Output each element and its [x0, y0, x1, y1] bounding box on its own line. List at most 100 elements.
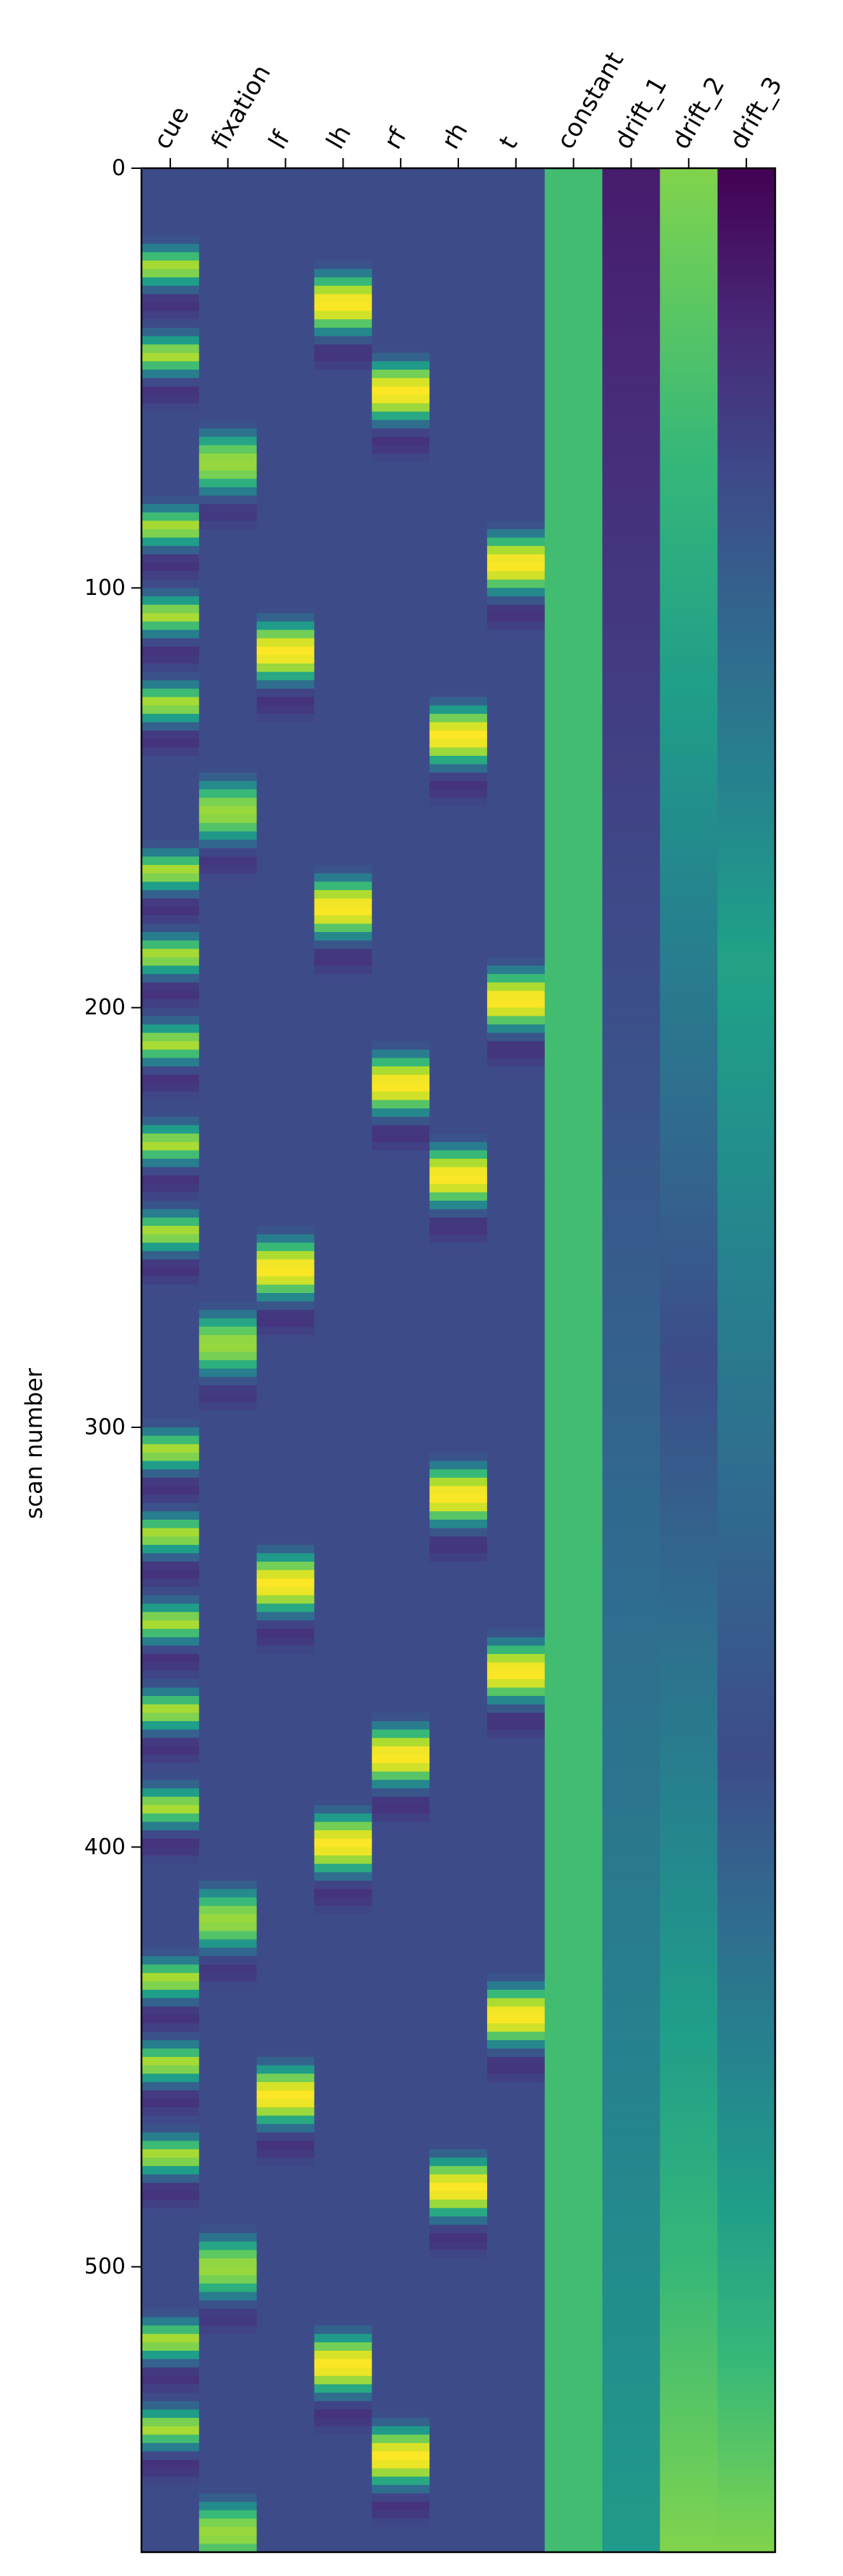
heatmap-cell	[256, 1276, 315, 1285]
heatmap-cell	[141, 991, 200, 1000]
heatmap-cell	[372, 2132, 430, 2141]
heatmap-cell	[717, 915, 776, 925]
heatmap-cell	[602, 1754, 660, 1764]
heatmap-cell	[486, 2393, 546, 2402]
heatmap-cell	[141, 1972, 200, 1982]
heatmap-cell	[660, 277, 718, 287]
heatmap-cell	[429, 713, 488, 723]
heatmap-cell	[314, 697, 372, 706]
heatmap-cell	[429, 495, 488, 505]
heatmap-cell	[256, 739, 315, 748]
heatmap-cell	[660, 1066, 718, 1076]
heatmap-cell	[602, 907, 660, 916]
heatmap-cell	[314, 1049, 372, 1059]
heatmap-cell	[141, 705, 200, 715]
heatmap-cell	[717, 218, 776, 227]
heatmap-cell	[141, 2149, 200, 2159]
heatmap-cell	[486, 1452, 546, 1462]
heatmap-cell	[660, 1167, 718, 1176]
heatmap-cell	[314, 1502, 372, 1512]
heatmap-cell	[256, 201, 315, 211]
heatmap-cell	[717, 982, 776, 992]
heatmap-cell	[717, 453, 776, 463]
y-axis-label: scan number	[20, 1367, 48, 1519]
heatmap-cell	[602, 1863, 660, 1873]
heatmap-cell	[141, 1671, 200, 1680]
heatmap-cell	[141, 596, 200, 606]
heatmap-cell	[372, 2166, 430, 2175]
heatmap-cell	[429, 327, 488, 337]
heatmap-cell	[602, 269, 660, 278]
heatmap-cell	[141, 2157, 200, 2167]
heatmap-cell	[717, 1192, 776, 1201]
heatmap-cell	[256, 1763, 315, 1772]
heatmap-cell	[602, 1074, 660, 1084]
heatmap-cell	[141, 1444, 200, 1453]
heatmap-cell	[372, 1746, 430, 1756]
heatmap-cell	[660, 2333, 718, 2343]
heatmap-cell	[314, 1058, 372, 1067]
heatmap-cell	[486, 2460, 546, 2469]
heatmap-cell	[717, 1259, 776, 1269]
heatmap-cell	[256, 1091, 315, 1101]
heatmap-cell	[314, 2032, 372, 2041]
heatmap-cell	[602, 1972, 660, 1982]
heatmap-cell	[141, 1578, 200, 1588]
heatmap-cell	[717, 419, 776, 430]
heatmap-cell	[602, 2476, 660, 2486]
heatmap-cell	[544, 2527, 603, 2536]
heatmap-cell	[198, 1897, 258, 1907]
heatmap-cell	[660, 495, 718, 505]
heatmap-cell	[314, 1813, 372, 1823]
heatmap-cell	[544, 487, 603, 497]
heatmap-cell	[256, 1939, 315, 1949]
heatmap-cell	[660, 1855, 718, 1865]
heatmap-cell	[660, 235, 718, 245]
heatmap-cell	[429, 1150, 488, 1159]
heatmap-cell	[602, 319, 660, 328]
heatmap-cell	[198, 2191, 258, 2201]
heatmap-cell	[717, 1620, 776, 1629]
heatmap-cell	[486, 1671, 546, 1680]
heatmap-cell	[429, 730, 488, 740]
heatmap-cell	[486, 428, 546, 438]
heatmap-cell	[486, 2451, 546, 2460]
heatmap-column-constant	[544, 168, 603, 2553]
heatmap-cell	[660, 1620, 718, 1629]
heatmap-cell	[314, 2023, 372, 2032]
heatmap-cell	[486, 2074, 546, 2083]
heatmap-cell	[141, 479, 200, 488]
heatmap-cell	[544, 1519, 603, 1529]
heatmap-cell	[256, 370, 315, 379]
heatmap-cell	[486, 201, 546, 211]
heatmap-cell	[256, 1158, 315, 1168]
heatmap-cell	[314, 336, 372, 345]
heatmap-cell	[486, 848, 546, 857]
heatmap-cell	[198, 2342, 258, 2351]
heatmap-cell	[198, 630, 258, 639]
heatmap-cell	[314, 1150, 372, 1159]
heatmap-cell	[429, 2065, 488, 2074]
heatmap-cell	[314, 1914, 372, 1923]
heatmap-cell	[256, 2292, 315, 2301]
heatmap-cell	[486, 479, 546, 488]
heatmap-cell	[660, 1578, 718, 1588]
heatmap-cell	[141, 1469, 200, 1479]
heatmap-cell	[372, 579, 430, 588]
heatmap-cell	[717, 2023, 776, 2032]
heatmap-cell	[544, 1377, 603, 1386]
heatmap-cell	[602, 705, 660, 715]
heatmap-cell	[486, 873, 546, 882]
heatmap-cell	[256, 1385, 315, 1395]
heatmap-cell	[717, 2124, 776, 2133]
heatmap-cell	[256, 1301, 315, 1310]
heatmap-cell	[429, 2081, 488, 2092]
heatmap-cell	[602, 1217, 660, 1227]
heatmap-cell	[314, 319, 372, 328]
heatmap-cell	[660, 2107, 718, 2117]
heatmap-cell	[544, 1964, 603, 1974]
heatmap-cell	[372, 370, 430, 379]
heatmap-cell	[429, 403, 488, 412]
heatmap-cell	[198, 655, 258, 664]
heatmap-cell	[141, 898, 200, 908]
